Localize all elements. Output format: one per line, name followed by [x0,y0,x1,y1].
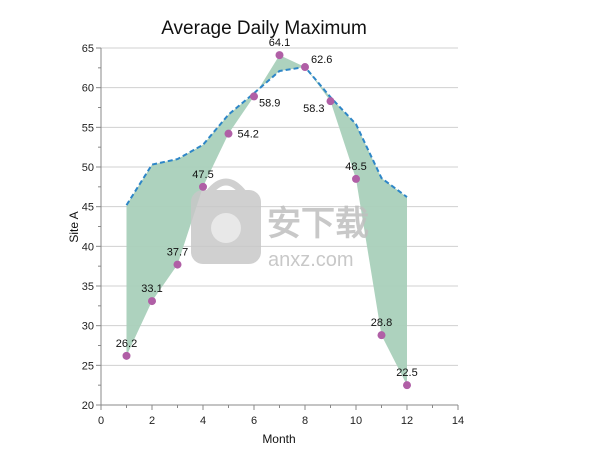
watermark-text-bottom: anxz.com [268,249,354,271]
data-point [224,129,233,138]
y-tick-label: 65 [82,43,94,55]
data-labels-layer: 26.2 33.1 37.7 47.5 54.2 58.9 64.1 62.6 58.3 48.5… [116,37,418,379]
fill-between-layer [126,55,407,386]
data-label: 47.5 [192,169,213,181]
x-tick-label: 14 [452,415,464,427]
y-tick-label: 20 [82,400,94,412]
data-point [250,92,258,101]
data-label: 54.2 [238,129,259,141]
y-tick-label: 55 [82,122,94,134]
data-point [403,381,411,390]
data-point [326,97,335,106]
y-tick-label: 50 [82,162,94,174]
ticks: 20 25 30 35 40 45 50 55 60 65 0 2 4 6 8 10 12 14 [82,43,464,427]
x-tick-label: 12 [401,415,413,427]
chart-title: Average Daily Maximum [161,18,367,39]
y-tick-label: 60 [82,83,94,95]
data-label: 37.7 [167,247,188,259]
data-point [275,51,284,60]
data-point [352,174,360,183]
data-label: 64.1 [269,37,290,49]
data-label: 26.2 [116,338,137,350]
watermark-bag-handle [205,178,247,197]
data-label: 28.8 [371,317,392,329]
dashed-series-line [125,65,408,206]
dashed-line-layer [125,65,408,206]
data-point [377,331,386,340]
x-tick-label: 6 [251,415,257,427]
data-point [148,297,156,306]
watermark-bag-emblem [211,213,241,243]
y-axis-label: Site A [67,211,81,242]
data-label: 22.5 [396,367,417,379]
x-tick-label: 2 [149,415,155,427]
data-point [301,63,309,72]
fill-between-area [126,55,407,386]
watermark: 安下载 anxz.com [191,178,369,271]
data-point [173,260,182,269]
y-tick-label: 35 [82,281,94,293]
y-tick-label: 40 [82,241,94,253]
x-tick-label: 0 [98,415,104,427]
data-point [199,182,207,191]
x-tick-label: 10 [350,415,362,427]
data-label: 58.9 [259,97,280,109]
data-label: 33.1 [141,283,162,295]
data-label: 48.5 [345,161,366,173]
x-axis-label: Month [262,432,295,446]
watermark-text-top: 安下载 [267,205,369,243]
data-label: 62.6 [311,54,332,66]
points-layer [122,51,411,390]
data-point [122,351,131,360]
y-tick-label: 45 [82,202,94,214]
data-label: 58.3 [303,103,324,115]
y-tick-label: 25 [82,360,94,372]
x-tick-label: 8 [302,415,308,427]
y-tick-label: 30 [82,321,94,333]
x-tick-label: 4 [200,415,206,427]
